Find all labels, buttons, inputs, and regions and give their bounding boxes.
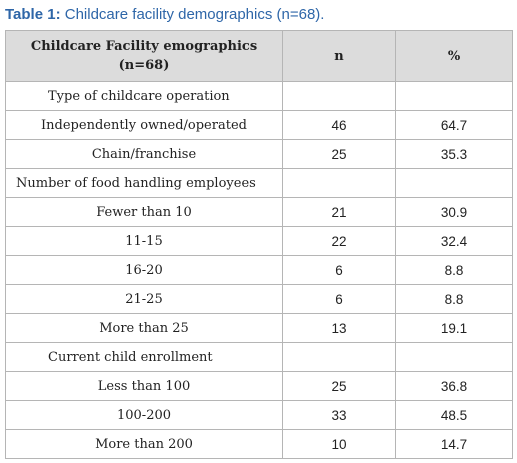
cell-n	[282, 81, 396, 111]
row-label: Chain/franchise	[5, 139, 283, 169]
cell-n: 13	[282, 313, 396, 343]
table-row: More than 25 13 19.1	[5, 313, 513, 343]
cell-n: 6	[282, 255, 396, 285]
cell-percent: 30.9	[395, 197, 513, 227]
cell-n: 22	[282, 226, 396, 256]
section-label: Number of food handling employees	[5, 168, 283, 198]
cell-percent: 48.5	[395, 400, 513, 430]
cell-percent: 36.8	[395, 371, 513, 401]
row-label: 21-25	[5, 284, 283, 314]
row-label: Less than 100	[5, 371, 283, 401]
table-row: Less than 100 25 36.8	[5, 371, 513, 401]
cell-n: 25	[282, 139, 396, 169]
table-row: Current child enrollment	[5, 342, 513, 372]
cell-percent	[395, 168, 513, 198]
table-row: Fewer than 10 21 30.9	[5, 197, 513, 227]
cell-n	[282, 168, 396, 198]
cell-percent: 35.3	[395, 139, 513, 169]
header-percent: %	[395, 30, 513, 82]
table-row: 21-25 6 8.8	[5, 284, 513, 314]
cell-percent: 14.7	[395, 429, 513, 459]
cell-n	[282, 342, 396, 372]
row-label: Fewer than 10	[5, 197, 283, 227]
table-header-row: Childcare Facility emographics (n=68) n …	[5, 30, 513, 82]
cell-n: 21	[282, 197, 396, 227]
row-label: More than 25	[5, 313, 283, 343]
table-row: Type of childcare operation	[5, 81, 513, 111]
cell-percent: 8.8	[395, 284, 513, 314]
table-caption: Table 1: Childcare facility demographics…	[5, 6, 324, 23]
header-col1-line2: (n=68)	[118, 58, 170, 73]
caption-label: Table 1:	[5, 6, 61, 23]
cell-n: 6	[282, 284, 396, 314]
header-n: n	[282, 30, 396, 82]
cell-percent: 19.1	[395, 313, 513, 343]
cell-percent: 64.7	[395, 110, 513, 140]
cell-n: 25	[282, 371, 396, 401]
header-facility-demographics: Childcare Facility emographics (n=68)	[5, 30, 283, 82]
row-label: 11-15	[5, 226, 283, 256]
caption-text: Childcare facility demographics (n=68).	[60, 6, 325, 23]
table-row: 11-15 22 32.4	[5, 226, 513, 256]
cell-percent	[395, 342, 513, 372]
table-row: Independently owned/operated 46 64.7	[5, 110, 513, 140]
cell-percent: 8.8	[395, 255, 513, 285]
table-row: 100-200 33 48.5	[5, 400, 513, 430]
cell-percent	[395, 81, 513, 111]
demographics-table: Childcare Facility emographics (n=68) n …	[5, 30, 513, 459]
row-label: Independently owned/operated	[5, 110, 283, 140]
section-label: Current child enrollment	[5, 342, 283, 372]
table-row: Number of food handling employees	[5, 168, 513, 198]
cell-n: 33	[282, 400, 396, 430]
table-row: 16-20 6 8.8	[5, 255, 513, 285]
cell-n: 10	[282, 429, 396, 459]
cell-n: 46	[282, 110, 396, 140]
table-row: Chain/franchise 25 35.3	[5, 139, 513, 169]
table-row: More than 200 10 14.7	[5, 429, 513, 459]
header-col1-line1: Childcare Facility emographics	[30, 39, 258, 54]
row-label: 16-20	[5, 255, 283, 285]
row-label: More than 200	[5, 429, 283, 459]
cell-percent: 32.4	[395, 226, 513, 256]
row-label: 100-200	[5, 400, 283, 430]
section-label: Type of childcare operation	[5, 81, 283, 111]
